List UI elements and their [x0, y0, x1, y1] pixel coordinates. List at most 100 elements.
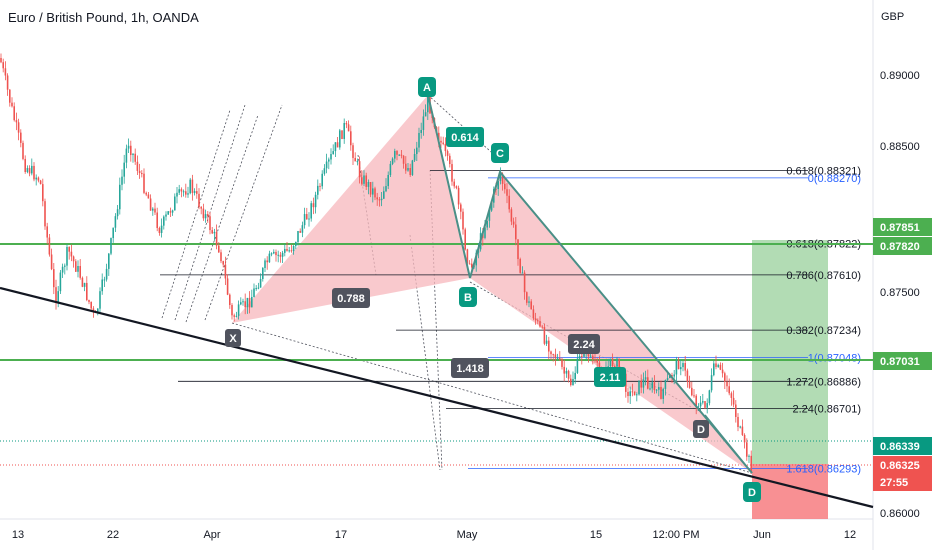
candle-body: [101, 279, 103, 292]
candle-body: [119, 184, 121, 210]
candle-body: [121, 176, 123, 185]
price-badge-087031: 0.87031: [873, 352, 932, 370]
candle-body: [671, 374, 673, 377]
candle-body: [508, 195, 510, 210]
time-tick-may: May: [457, 529, 478, 541]
candle-body: [638, 380, 640, 395]
candle-body: [226, 278, 229, 295]
trend-line[interactable]: [0, 286, 874, 509]
candle-body: [92, 308, 95, 312]
candle-body: [506, 189, 508, 196]
candle-body: [567, 370, 570, 379]
candle-body: [20, 132, 22, 143]
candle-body: [653, 382, 656, 391]
candle-body: [81, 277, 84, 287]
candle-body: [486, 220, 488, 228]
candle-body: [464, 229, 466, 250]
candle-body: [28, 168, 31, 174]
candle-body: [616, 358, 618, 367]
fib-label-7: 2.24(0.86701): [793, 404, 862, 416]
svg-text:0.87031: 0.87031: [880, 356, 920, 368]
candle-body: [108, 253, 110, 269]
candle-body: [350, 131, 352, 146]
candle-body: [361, 177, 363, 184]
time-tick-17: 17: [335, 529, 347, 541]
candle-body: [90, 301, 92, 309]
candle-body: [642, 379, 645, 388]
candle-body: [130, 145, 132, 156]
long-position-tool[interactable]: [752, 240, 828, 519]
time-tick-15: 15: [590, 529, 602, 541]
candle-body: [215, 231, 218, 246]
candle-body: [178, 189, 180, 193]
harmonic-pattern[interactable]: [232, 95, 752, 473]
candle-body: [629, 391, 631, 397]
point-label-d-dark: D: [693, 420, 709, 438]
ratio-label-0788: 0.788: [332, 288, 370, 308]
ratio-label-0614: 0.614: [446, 127, 484, 147]
candle-body: [328, 159, 330, 162]
candle-body: [655, 389, 658, 391]
candle-body: [521, 272, 524, 274]
candle-body: [462, 211, 464, 230]
candle-body: [563, 366, 565, 374]
candle-body: [2, 62, 4, 69]
candle-body: [301, 225, 304, 233]
price-tick-089000: 0.89000: [880, 70, 920, 82]
candle-body: [99, 291, 101, 309]
svg-text:0.87820: 0.87820: [880, 241, 920, 253]
candle-body: [347, 124, 350, 132]
fib-label-6: 1.272(0.86886): [786, 376, 861, 388]
candle-body: [504, 183, 506, 190]
candle-body: [290, 250, 293, 252]
candle-body: [583, 352, 585, 357]
candle-body: [323, 168, 326, 174]
candle-body: [279, 254, 282, 257]
candle-body: [270, 253, 273, 255]
candle-body: [385, 186, 387, 192]
candle-body: [391, 158, 394, 164]
fib-levels[interactable]: 0.618(0.88321)0(0.88270)0.618(0.87822)0.…: [160, 165, 862, 476]
candle-body: [691, 387, 693, 396]
candle-body: [152, 208, 154, 211]
candle-body: [321, 173, 323, 187]
candle-body: [552, 354, 554, 356]
chart-title: Euro / British Pound, 1h, OANDA: [8, 10, 199, 25]
candle-body: [677, 360, 680, 370]
candle-body: [207, 214, 209, 217]
candle-body: [134, 153, 136, 162]
candle-body: [105, 268, 108, 280]
candle-body: [286, 248, 288, 251]
candle-body: [710, 375, 713, 391]
candle-body: [136, 161, 139, 171]
candle-body: [352, 145, 354, 158]
candle-body: [594, 359, 596, 361]
candle-body: [471, 263, 473, 268]
candle-body: [35, 177, 37, 180]
candle-body: [748, 455, 750, 457]
candle-body: [422, 116, 425, 130]
candle-body: [222, 261, 224, 265]
candle-body: [77, 265, 79, 272]
candle-body: [444, 143, 447, 152]
candle-body: [545, 340, 548, 344]
candle-body: [125, 148, 128, 163]
candle-body: [299, 230, 301, 233]
svg-text:C: C: [496, 148, 504, 160]
candle-body: [640, 380, 642, 388]
candle-body: [418, 132, 420, 148]
candle-body: [103, 279, 106, 281]
candle-body: [576, 358, 579, 373]
candle-body: [704, 401, 706, 408]
price-badge-086339: 0.86339: [873, 437, 932, 455]
svg-text:D: D: [748, 487, 756, 499]
candle-body: [264, 260, 266, 268]
point-label-d-teal: D: [743, 482, 761, 502]
candle-body: [112, 227, 114, 239]
price-tick-086000: 0.86000: [880, 508, 920, 520]
candle-body: [680, 367, 682, 370]
candle-body: [578, 356, 581, 359]
candle-body: [145, 192, 147, 195]
candle-body: [627, 391, 629, 397]
